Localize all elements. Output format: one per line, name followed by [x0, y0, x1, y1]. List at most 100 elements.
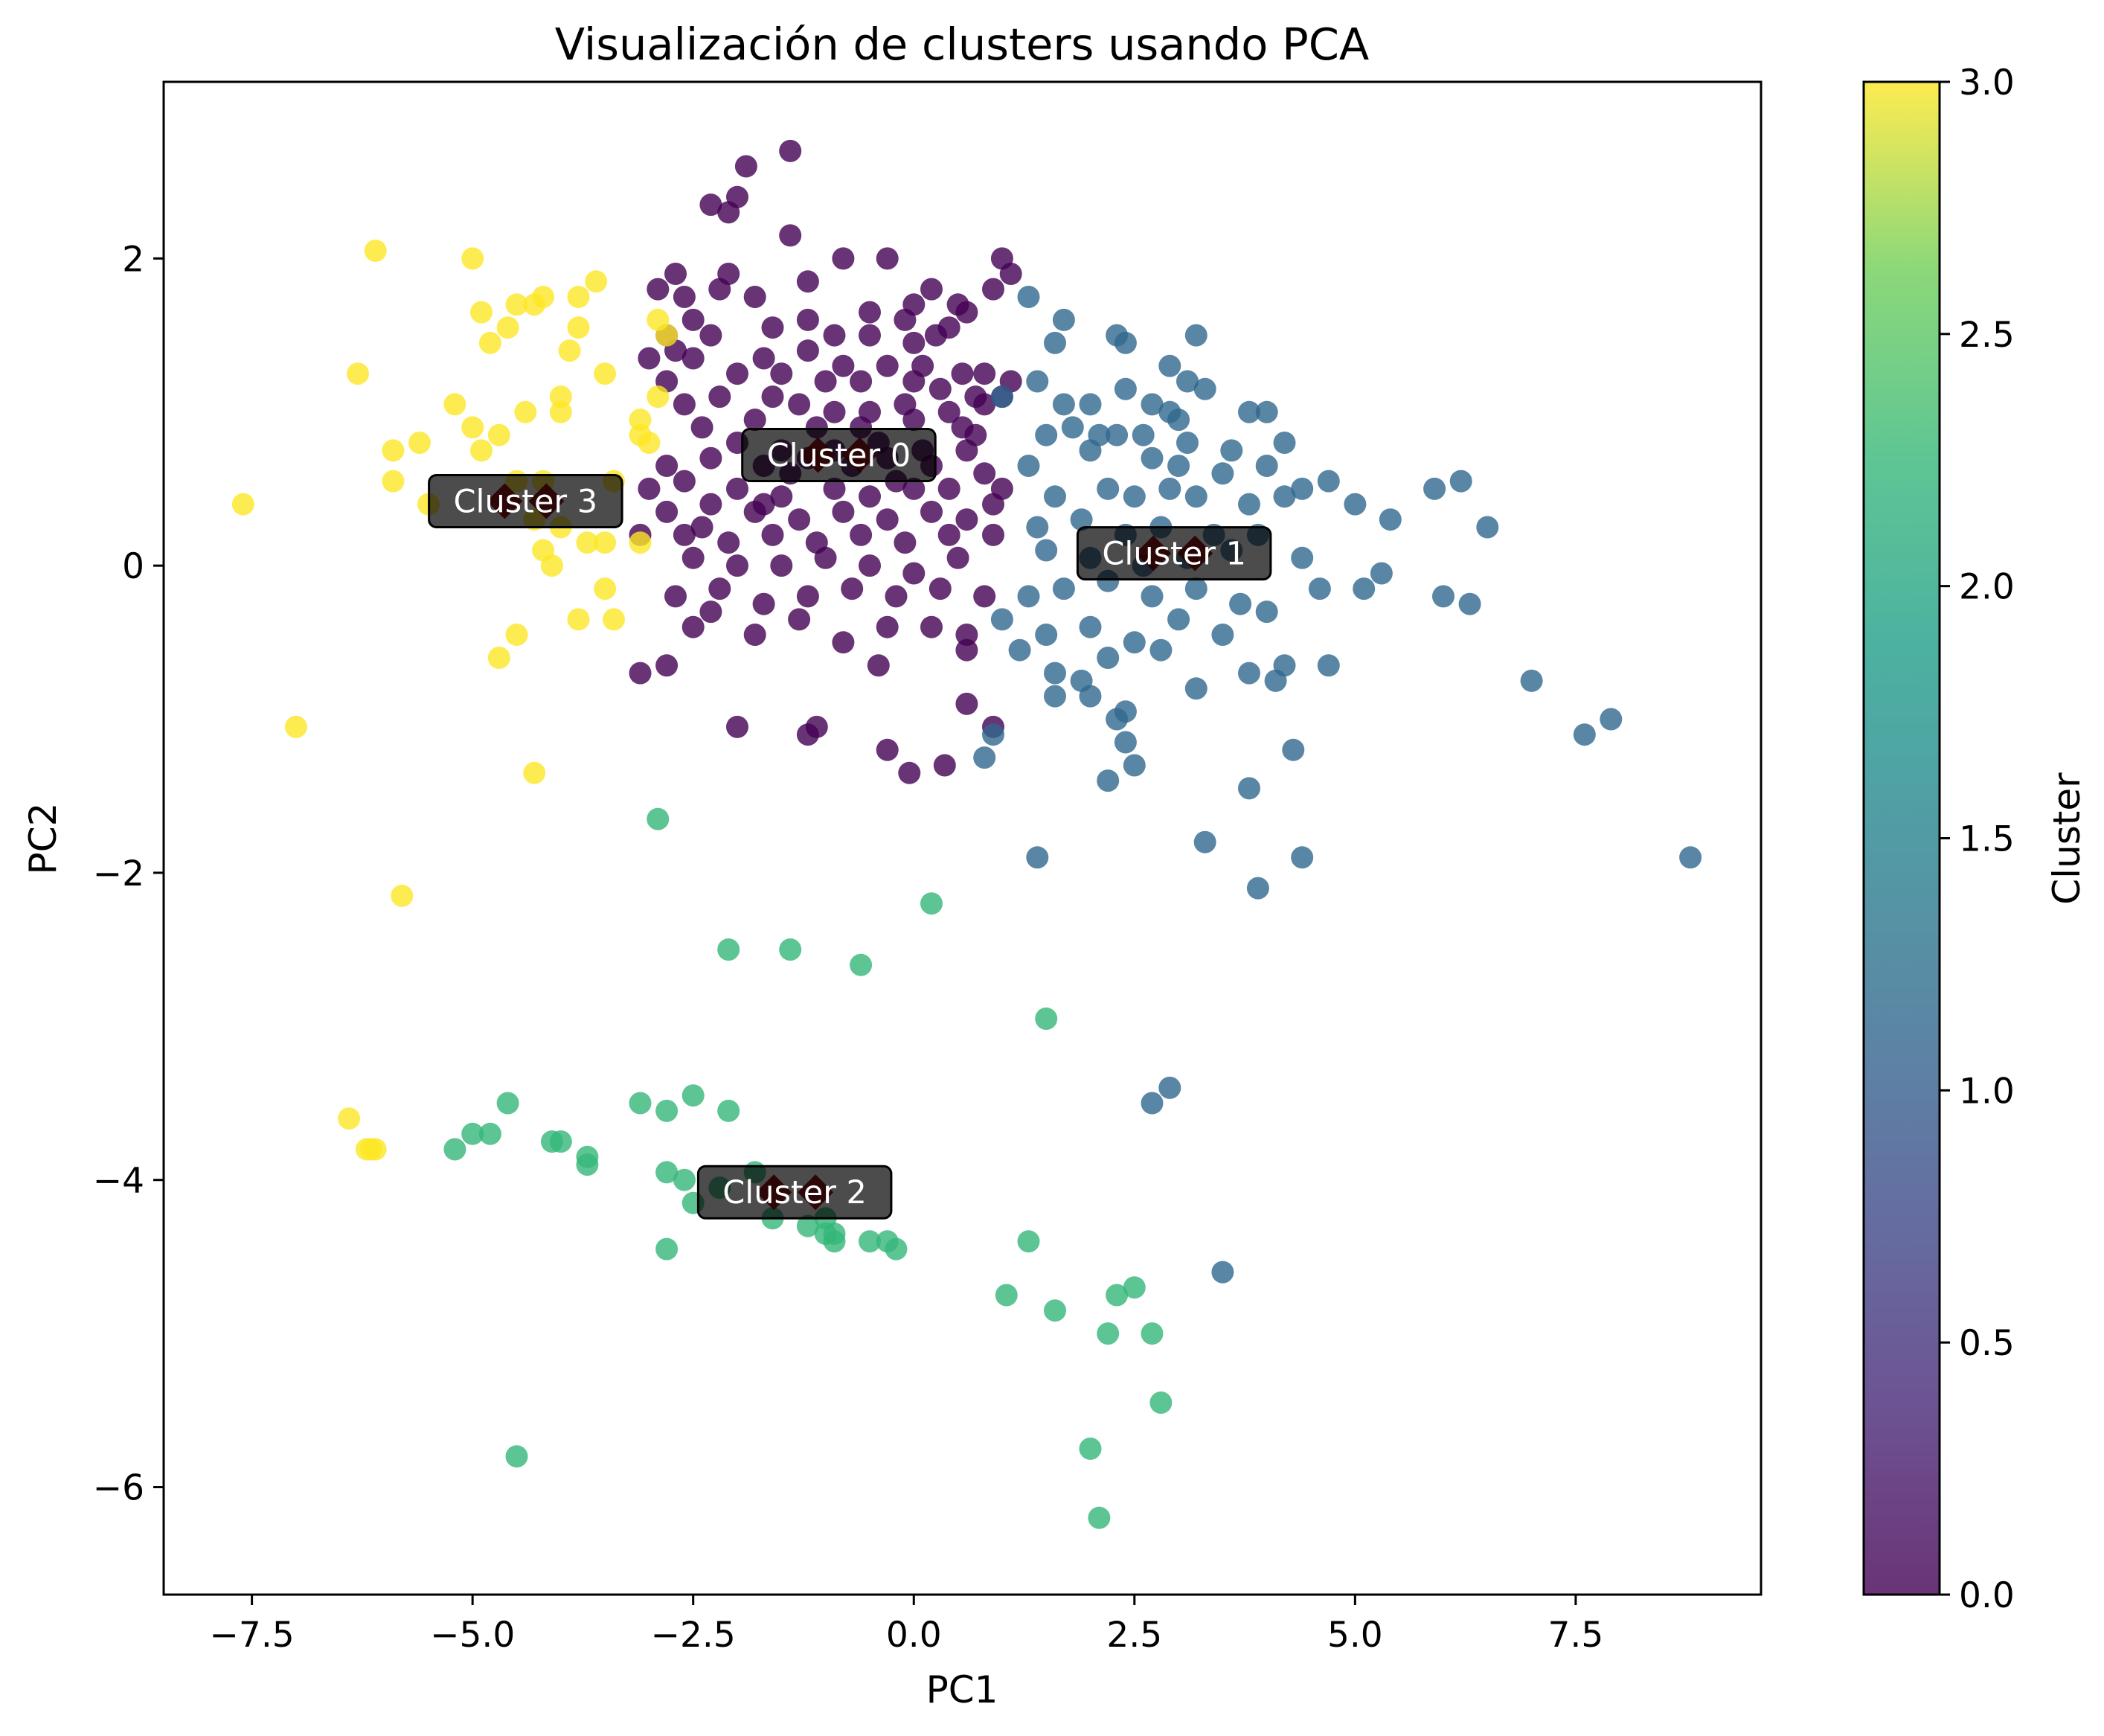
annotation-label: Cluster 0 — [767, 438, 911, 475]
scatter-point — [655, 1237, 679, 1261]
annotation-label: Cluster 1 — [1102, 536, 1246, 573]
scatter-point — [946, 546, 969, 569]
scatter-point — [999, 263, 1022, 285]
scatter-point — [770, 362, 793, 385]
scatter-point — [585, 270, 608, 293]
scatter-point — [1291, 846, 1314, 869]
x-tick-label: 7.5 — [1548, 1615, 1604, 1656]
scatter-point — [990, 608, 1013, 631]
scatter-point — [814, 546, 837, 569]
scatter-point — [1132, 423, 1155, 446]
scatter-point — [1035, 1008, 1058, 1030]
scatter-point — [505, 293, 528, 316]
scatter-point — [823, 1230, 846, 1253]
colorbar-tick-label: 1.5 — [1959, 819, 2015, 860]
scatter-point — [973, 585, 996, 608]
scatter-point — [655, 455, 679, 477]
scatter-point — [382, 439, 405, 462]
scatter-point — [1079, 615, 1102, 638]
scatter-point — [1149, 638, 1173, 662]
scatter-point — [1184, 677, 1207, 700]
scatter-point — [558, 339, 581, 362]
scatter-point — [478, 331, 501, 354]
scatter-point — [638, 432, 661, 454]
scatter-point — [699, 600, 722, 624]
scatter-point — [867, 654, 890, 677]
colorbar-label: Cluster — [2045, 772, 2088, 905]
scatter-point — [461, 247, 484, 270]
scatter-point — [955, 692, 978, 715]
x-axis-ticks: −7.5 −5.0 −2.5 0.0 2.5 5.0 7.5 — [210, 1595, 1604, 1656]
scatter-point — [859, 554, 881, 577]
scatter-point — [761, 316, 784, 339]
scatter-point — [655, 500, 679, 523]
scatter-point — [1229, 592, 1252, 615]
scatter-point — [461, 416, 484, 439]
scatter-point — [796, 308, 819, 331]
scatter-point — [664, 263, 687, 285]
scatter-point — [408, 432, 431, 454]
chart-title: Visualización de clusters usando PCA — [555, 19, 1370, 70]
scatter-point — [1035, 624, 1058, 646]
scatter-point — [1220, 439, 1243, 462]
scatter-point — [1052, 393, 1075, 416]
scatter-point — [1026, 846, 1049, 869]
scatter-point — [629, 662, 652, 685]
scatter-point — [898, 761, 921, 784]
scatter-point — [673, 393, 696, 416]
scatter-point — [1255, 400, 1278, 423]
scatter-point — [726, 477, 748, 500]
scatter-point — [629, 531, 652, 554]
colorbar-tick-label: 1.0 — [1959, 1071, 2015, 1112]
scatter-point — [673, 1168, 696, 1191]
scatter-point — [655, 324, 679, 347]
scatter-point — [743, 286, 766, 308]
colorbar-tick-label: 3.0 — [1959, 63, 2015, 103]
colorbar — [1862, 80, 1941, 1596]
scatter-point — [567, 316, 590, 339]
scatter-point — [1097, 647, 1120, 669]
scatter-point — [937, 477, 960, 500]
scatter-point — [1184, 324, 1207, 347]
scatter-point — [1097, 1322, 1120, 1345]
scatter-point — [443, 393, 466, 416]
scatter-point — [841, 577, 864, 600]
x-tick-label: −2.5 — [651, 1615, 736, 1656]
scatter-point — [1370, 562, 1393, 585]
scatter-point — [920, 500, 943, 523]
scatter-point — [382, 470, 405, 493]
scatter-point — [832, 247, 855, 270]
scatter-point — [726, 715, 748, 738]
scatter-point — [1158, 1076, 1181, 1099]
scatter-point — [726, 185, 748, 208]
scatter-point — [902, 370, 926, 393]
scatter-point — [1379, 508, 1402, 531]
scatter-point — [995, 1284, 1018, 1307]
scatter-point — [1211, 1261, 1234, 1284]
scatter-point — [990, 385, 1013, 409]
scatter-point — [1158, 354, 1181, 377]
scatter-point — [496, 1092, 519, 1115]
scatter-point — [1291, 546, 1314, 569]
scatter-point — [924, 324, 947, 347]
scatter-point — [1176, 370, 1199, 393]
scatter-point — [752, 592, 775, 615]
scatter-point — [673, 286, 696, 308]
scatter-point — [1423, 477, 1446, 500]
scatter-point — [1035, 539, 1058, 562]
y-tick-label: −6 — [93, 1468, 144, 1509]
scatter-point — [1052, 577, 1075, 600]
scatter-point — [982, 723, 1004, 746]
scatter-point — [681, 308, 705, 331]
scatter-point — [859, 485, 881, 508]
scatter-point — [902, 562, 926, 585]
scatter-point — [1520, 669, 1543, 692]
scatter-point — [823, 324, 846, 347]
scatter-point — [850, 370, 873, 393]
scatter-point — [1255, 600, 1278, 624]
scatter-point — [505, 624, 528, 646]
scatter-point — [690, 516, 713, 539]
scatter-point — [1308, 577, 1331, 600]
scatter-point — [928, 577, 952, 600]
